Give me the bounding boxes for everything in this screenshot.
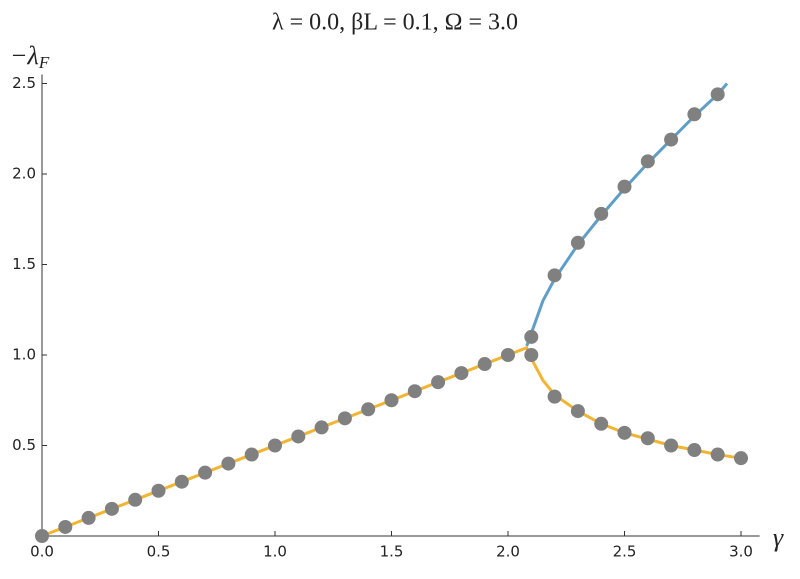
data-point: [477, 357, 492, 372]
data-point: [640, 431, 655, 446]
x-tick-label: 2.5: [613, 543, 637, 561]
data-point: [104, 501, 119, 516]
data-point: [594, 416, 609, 431]
data-point: [570, 404, 585, 419]
data-point: [291, 429, 306, 444]
y-tick-label: 0.5: [12, 436, 36, 454]
data-point: [384, 393, 399, 408]
x-tick-label: 0.0: [30, 543, 54, 561]
data-point: [617, 425, 632, 440]
y-tick-label: 1.5: [12, 255, 36, 273]
data-point: [454, 366, 469, 381]
chart-title: λ = 0.0, βL = 0.1, Ω = 3.0: [272, 10, 518, 36]
data-point: [524, 329, 539, 344]
data-point: [734, 451, 748, 466]
x-tick-label: 1.0: [263, 543, 287, 561]
data-point: [547, 389, 562, 404]
y-axis-label: −λF: [10, 41, 50, 72]
data-point: [337, 411, 352, 426]
data-point: [640, 154, 655, 169]
data-point: [710, 447, 725, 462]
data-point: [244, 447, 259, 462]
data-point: [221, 456, 236, 471]
data-point: [570, 235, 585, 250]
data-point: [81, 510, 96, 525]
data-point: [407, 384, 422, 399]
data-point: [594, 206, 609, 221]
y-tick-label: 2.5: [12, 74, 36, 92]
data-point: [268, 438, 282, 453]
data-point: [687, 443, 702, 458]
data-point: [710, 87, 725, 102]
data-point: [664, 132, 679, 147]
data-point: [314, 420, 329, 435]
x-axis-label: γ: [773, 523, 784, 552]
data-point: [524, 348, 539, 362]
curve: [525, 82, 729, 347]
y-tick-label: 1.0: [12, 346, 36, 364]
x-tick-label: 2.0: [496, 543, 520, 561]
y-tick-label: 2.0: [12, 165, 36, 183]
data-point: [128, 492, 143, 507]
x-tick-label: 0.5: [147, 543, 171, 561]
data-point: [501, 348, 515, 362]
data-point: [361, 402, 376, 417]
y-label-sub: F: [38, 53, 50, 72]
data-point: [547, 268, 562, 283]
data-point: [664, 438, 679, 453]
curve: [41, 345, 742, 538]
y-label-main: −λ: [10, 41, 39, 70]
data-point: [617, 179, 632, 194]
data-point: [58, 519, 73, 534]
data-point: [198, 465, 213, 480]
data-point: [151, 483, 166, 498]
x-tick-label: 3.0: [729, 543, 753, 561]
data-point: [431, 375, 446, 390]
data-point: [35, 529, 49, 543]
x-tick-label: 1.5: [380, 543, 404, 561]
data-point: [687, 107, 702, 122]
data-point: [174, 474, 189, 489]
